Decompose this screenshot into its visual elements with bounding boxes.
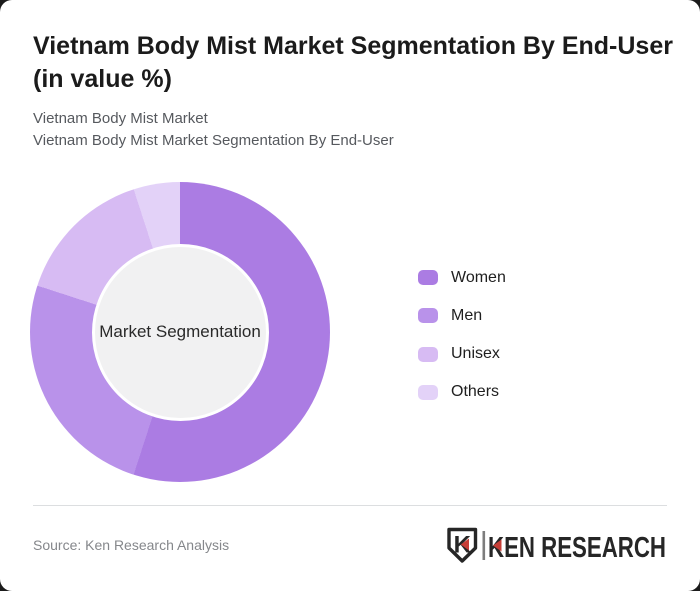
chart-subtitle-line1: Vietnam Body Mist Market xyxy=(33,110,208,127)
legend-item-men[interactable]: Men xyxy=(418,306,506,324)
logo-wordmark: KEN RESEARCH xyxy=(488,532,666,564)
shield-red-triangle-icon xyxy=(460,538,469,551)
donut-center-label: Market Segmentation xyxy=(99,322,261,341)
legend-swatch-women xyxy=(418,270,438,285)
legend-swatch-unisex xyxy=(418,346,438,362)
footer-divider xyxy=(33,505,667,506)
chart-subtitle: Vietnam Body Mist Market Vietnam Body Mi… xyxy=(33,108,394,152)
donut-chart[interactable]: Market Segmentation xyxy=(30,182,330,482)
chart-subtitle-line2: Vietnam Body Mist Market Segmentation By… xyxy=(33,132,394,149)
legend: Women Men Unisex Others xyxy=(418,268,506,423)
legend-item-unisex[interactable]: Unisex xyxy=(418,345,506,363)
chart-title-line2: (in value %) xyxy=(33,65,172,93)
legend-item-others[interactable]: Others xyxy=(418,383,506,401)
ken-research-logo: K KEN RESEARCH xyxy=(447,527,666,564)
chart-title: Vietnam Body Mist Market Segmentation By… xyxy=(33,30,673,96)
legend-label-unisex: Unisex xyxy=(451,345,500,363)
legend-item-women[interactable]: Women xyxy=(418,268,506,286)
logo-divider-bar xyxy=(482,531,486,560)
legend-label-others: Others xyxy=(451,383,500,401)
wordmark-red-triangle-icon xyxy=(493,539,502,552)
source-text: Source: Ken Research Analysis xyxy=(33,537,230,553)
legend-label-women: Women xyxy=(451,268,506,286)
legend-swatch-men xyxy=(418,308,438,324)
legend-swatch-others xyxy=(418,384,438,400)
ken-research-shield-icon: K xyxy=(447,527,478,563)
legend-label-men: Men xyxy=(451,306,483,324)
chart-title-line1: Vietnam Body Mist Market Segmentation By… xyxy=(33,32,673,60)
donut-center: Market Segmentation xyxy=(91,243,269,421)
